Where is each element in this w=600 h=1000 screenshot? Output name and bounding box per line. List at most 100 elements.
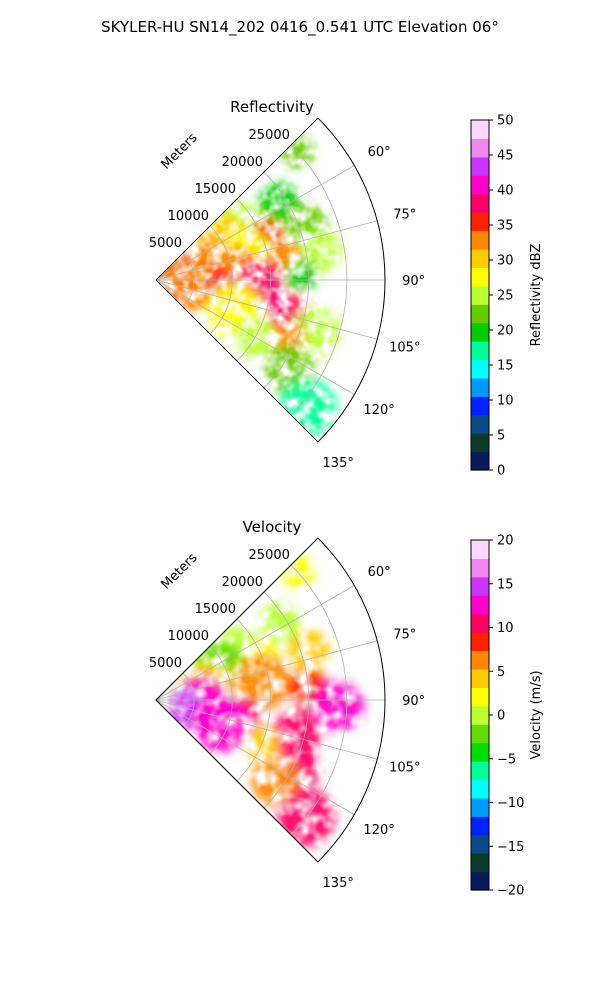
radial-tick-label: 15000 xyxy=(195,602,236,617)
sector-frame xyxy=(155,117,386,443)
colorbar-tick-label: 0 xyxy=(497,709,505,724)
colorbar-band xyxy=(471,248,489,268)
colorbar-band xyxy=(471,834,489,854)
azimuth-gridline xyxy=(155,279,378,340)
colorbar-band xyxy=(471,540,489,560)
azimuth-tick-label: 105° xyxy=(389,761,420,776)
reflectivity-colorbar: 0 5 10 15 20 25 30 35 40 45 50 Reflectivity dBZ xyxy=(470,114,544,479)
azimuth-tick-label: 60° xyxy=(368,565,391,580)
colorbar-tick-label: 35 xyxy=(497,219,514,234)
colorbar-tick-label: 45 xyxy=(497,149,514,164)
azimuth-tick-label: 135° xyxy=(323,456,354,471)
azimuth-gridline xyxy=(155,699,378,760)
colorbar-band xyxy=(471,761,489,781)
colorbar-band xyxy=(471,341,489,361)
azimuth-gridline xyxy=(155,699,355,815)
colorbar-tick-label: 5 xyxy=(497,429,505,444)
sector-frame xyxy=(155,537,386,863)
colorbar-label: Reflectivity dBZ xyxy=(529,244,544,347)
colorbar-tick-label: −15 xyxy=(497,840,524,855)
colorbar-tick-label: 20 xyxy=(497,534,514,549)
colorbar-band xyxy=(471,212,489,232)
azimuth-tick-label: 120° xyxy=(363,403,394,418)
colorbar-band xyxy=(471,414,489,434)
colorbar-band xyxy=(471,871,489,891)
colorbar-band xyxy=(471,230,489,250)
azimuth-gridline xyxy=(155,220,378,281)
colorbar-band xyxy=(471,396,489,416)
colorbar-tick-label: 25 xyxy=(497,289,514,304)
colorbar-band xyxy=(471,120,489,140)
colorbar-band xyxy=(471,632,489,652)
azimuth-tick-label: 90° xyxy=(402,274,425,289)
colorbar-tick-label: 40 xyxy=(497,184,514,199)
radial-tick-label: 10000 xyxy=(168,209,209,224)
radial-axis-label: Meters xyxy=(159,130,201,172)
radial-tick-label: 5000 xyxy=(149,656,182,671)
colorbar-band xyxy=(471,650,489,670)
radial-axis-label: Meters xyxy=(159,550,201,592)
colorbar-band xyxy=(471,687,489,707)
colorbar-band xyxy=(471,797,489,817)
colorbar-band xyxy=(471,853,489,873)
colorbar-band xyxy=(471,451,489,471)
colorbar-band xyxy=(471,267,489,287)
colorbar-band xyxy=(471,779,489,799)
reflectivity-panel: Reflectivity 60° 75° 90° 105° 120° 135° 5000 10… xyxy=(149,98,544,479)
azimuth-tick-label: 120° xyxy=(363,823,394,838)
azimuth-gridline xyxy=(155,640,378,701)
colorbar-tick-label: −10 xyxy=(497,796,524,811)
radial-tick-label: 20000 xyxy=(222,575,263,590)
colorbar-band xyxy=(471,359,489,379)
azimuth-tick-label: 75° xyxy=(393,207,416,222)
colorbar-band xyxy=(471,668,489,688)
radial-tick-label: 20000 xyxy=(222,155,263,170)
colorbar-tick-label: 10 xyxy=(497,394,514,409)
azimuth-gridline xyxy=(155,585,355,701)
colorbar-band xyxy=(471,558,489,578)
colorbar-label: Velocity (m/s) xyxy=(529,670,544,759)
azimuth-tick-label: 90° xyxy=(402,694,425,709)
figure-suptitle: SKYLER-HU SN14_202 0416_0.541 UTC Elevat… xyxy=(101,18,499,37)
velocity-colorbar: −20 −15 −10 −5 0 5 10 15 20 Velocity (m/s) xyxy=(470,534,544,899)
velocity-grid: 60° 75° 90° 105° 120° 135° 5000 10000 15000 20000… xyxy=(149,537,425,891)
colorbar-band xyxy=(471,285,489,305)
colorbar-band xyxy=(471,705,489,725)
colorbar-band xyxy=(471,595,489,615)
colorbar-band xyxy=(471,613,489,633)
colorbar-band xyxy=(471,175,489,195)
radial-tick-label: 5000 xyxy=(149,236,182,251)
colorbar-band xyxy=(471,377,489,397)
azimuth-tick-label: 60° xyxy=(368,145,391,160)
colorbar-band xyxy=(471,433,489,453)
colorbar-tick-label: 0 xyxy=(497,464,505,479)
velocity-panel: Velocity 60° 75° 90° 105° 120° 135° 5000 10000 1… xyxy=(149,518,544,899)
radial-tick-label: 25000 xyxy=(249,128,290,143)
colorbar-band xyxy=(471,156,489,176)
colorbar-band xyxy=(471,304,489,324)
azimuth-tick-label: 135° xyxy=(323,876,354,891)
reflectivity-title: Reflectivity xyxy=(230,98,314,116)
radial-tick-label: 15000 xyxy=(195,182,236,197)
colorbar-tick-label: −20 xyxy=(497,884,524,899)
colorbar-band xyxy=(471,816,489,836)
colorbar-band xyxy=(471,193,489,213)
azimuth-tick-label: 75° xyxy=(393,627,416,642)
radial-tick-label: 25000 xyxy=(249,548,290,563)
colorbar-band xyxy=(471,322,489,342)
azimuth-gridline xyxy=(155,165,355,281)
colorbar-tick-label: −5 xyxy=(497,752,516,767)
colorbar-tick-label: 20 xyxy=(497,324,514,339)
colorbar-tick-label: 5 xyxy=(497,665,505,680)
colorbar-band xyxy=(471,724,489,744)
colorbar-tick-label: 15 xyxy=(497,577,514,592)
colorbar-tick-label: 30 xyxy=(497,254,514,269)
colorbar-band xyxy=(471,576,489,596)
colorbar-band xyxy=(471,138,489,158)
radial-tick-label: 10000 xyxy=(168,629,209,644)
velocity-title: Velocity xyxy=(243,518,302,536)
colorbar-band xyxy=(471,742,489,762)
colorbar-tick-label: 15 xyxy=(497,359,514,374)
azimuth-tick-label: 105° xyxy=(389,341,420,356)
